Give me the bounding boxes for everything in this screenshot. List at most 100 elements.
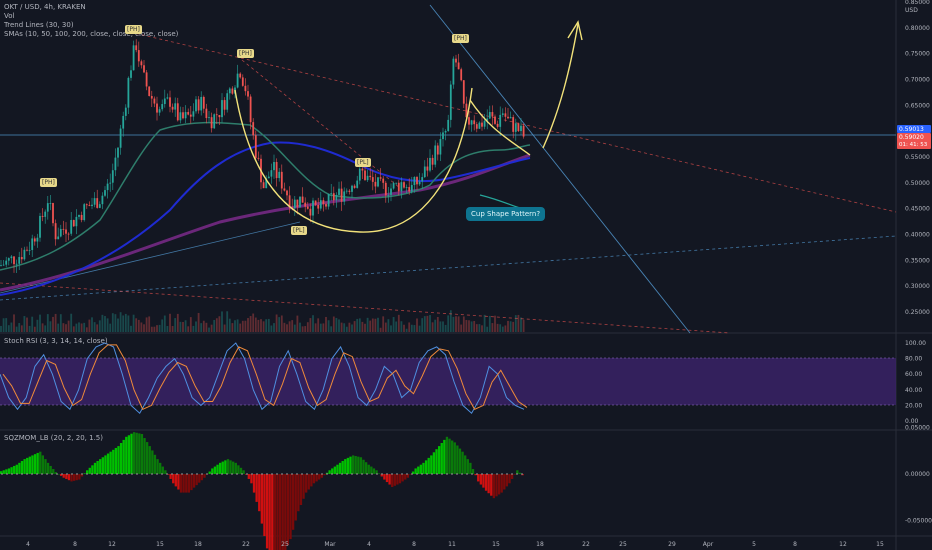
sqz-bar bbox=[122, 439, 125, 474]
volume-bar bbox=[254, 317, 257, 332]
volume-bar bbox=[122, 315, 125, 332]
candle-body bbox=[119, 128, 122, 148]
sqz-bar bbox=[31, 455, 34, 474]
candle-body bbox=[254, 135, 257, 158]
sqz-bar bbox=[354, 456, 357, 474]
symbol-legend[interactable]: OKT / USD, 4h, KRAKEN bbox=[4, 3, 86, 11]
sqz-bar bbox=[54, 472, 58, 474]
candle-body bbox=[395, 182, 398, 184]
sqz-dot bbox=[96, 473, 98, 475]
sqz-bar bbox=[451, 440, 454, 474]
sqz-dot bbox=[36, 473, 38, 475]
volume-bar bbox=[158, 324, 161, 332]
stoch-rsi-legend[interactable]: Stoch RSI (3, 3, 14, 14, close) bbox=[4, 337, 108, 345]
volume-bar bbox=[512, 321, 515, 332]
sqz-dot bbox=[471, 473, 473, 475]
candle-body bbox=[496, 123, 499, 127]
sqz-dot bbox=[446, 473, 448, 475]
time-tick-label: 5 bbox=[752, 541, 756, 548]
sqz-bar bbox=[80, 474, 84, 477]
sqz-bar bbox=[148, 446, 151, 474]
candle-body bbox=[397, 182, 400, 192]
candle-body bbox=[296, 199, 299, 208]
sqz-dot bbox=[76, 473, 78, 475]
volume-bar bbox=[403, 324, 405, 332]
volume-bar bbox=[330, 326, 333, 332]
candle-body bbox=[7, 258, 10, 261]
volume-bar bbox=[447, 315, 450, 332]
trend-lines-legend[interactable]: Trend Lines (30, 30) bbox=[4, 21, 74, 29]
candle-body bbox=[299, 196, 301, 208]
candle-body bbox=[468, 117, 470, 125]
sqz-bar bbox=[461, 451, 464, 474]
volume-bar bbox=[353, 321, 356, 332]
sqz-dot bbox=[231, 473, 233, 475]
sqz-bar bbox=[132, 432, 136, 474]
sqz-bar bbox=[500, 474, 503, 493]
volume-bar bbox=[234, 320, 236, 332]
volume-bar bbox=[213, 319, 216, 332]
sqz-dot bbox=[451, 473, 453, 475]
candle-body bbox=[228, 88, 231, 94]
volume-legend[interactable]: Vol bbox=[4, 12, 15, 20]
sqzmom-legend[interactable]: SQZMOM_LB (20, 2, 20, 1.5) bbox=[4, 434, 103, 442]
sqz-bar bbox=[242, 470, 245, 474]
candle-body bbox=[46, 203, 49, 212]
candle-body bbox=[252, 122, 255, 136]
sqz-dot bbox=[361, 473, 363, 475]
volume-bar bbox=[72, 326, 75, 332]
sqz-bar bbox=[104, 455, 107, 474]
sqz-dot bbox=[291, 473, 293, 475]
sqz-bar bbox=[443, 439, 446, 474]
candle-body bbox=[200, 96, 203, 111]
sqz-dot bbox=[461, 473, 463, 475]
sqz-bar bbox=[437, 446, 441, 474]
price-candles bbox=[0, 39, 525, 274]
stoch-d-line bbox=[2, 344, 528, 410]
volume-bar bbox=[75, 323, 78, 332]
sqz-bar bbox=[252, 474, 256, 493]
time-tick-label: Apr bbox=[703, 541, 714, 548]
sqz-bar bbox=[36, 452, 39, 474]
volume-bar bbox=[260, 319, 262, 332]
sqz-bar bbox=[417, 466, 420, 474]
sqz-dot bbox=[176, 473, 178, 475]
candle-body bbox=[124, 107, 127, 116]
sqz-bar bbox=[41, 455, 45, 474]
sqz-dot bbox=[146, 473, 148, 475]
sqz-bar bbox=[411, 471, 415, 474]
candle-body bbox=[309, 208, 312, 216]
candle-body bbox=[244, 85, 247, 92]
candle-body bbox=[62, 228, 65, 230]
volume-bar bbox=[275, 314, 278, 332]
sqz-bar bbox=[385, 474, 389, 483]
volume-bar bbox=[59, 314, 62, 332]
volume-bar bbox=[109, 323, 112, 332]
sqz-bar bbox=[268, 474, 271, 550]
volume-bar bbox=[338, 319, 340, 332]
volume-bar bbox=[176, 313, 179, 332]
moving-averages bbox=[0, 121, 531, 296]
sqz-dot bbox=[396, 473, 398, 475]
sqz-bar bbox=[331, 468, 334, 474]
candle-body bbox=[283, 188, 286, 191]
candle-body bbox=[150, 95, 153, 99]
sqz-dot bbox=[491, 473, 493, 475]
sqz-bar bbox=[239, 467, 243, 474]
smas-legend[interactable]: SMAs (10, 50, 100, 200, close, close, cl… bbox=[4, 30, 179, 38]
sqz-dot bbox=[271, 473, 273, 475]
sqz-bar bbox=[216, 464, 219, 474]
candle-body bbox=[361, 168, 364, 171]
candle-body bbox=[111, 170, 114, 183]
cup-shape-annotation[interactable]: Cup Shape Pattern? bbox=[466, 207, 546, 221]
candle-body bbox=[434, 145, 437, 165]
volume-bar bbox=[314, 323, 317, 332]
sqz-dot bbox=[306, 473, 308, 475]
sqz-bar bbox=[135, 432, 138, 474]
sqz-dot bbox=[286, 473, 288, 475]
time-tick-label: 8 bbox=[793, 541, 797, 548]
candle-body bbox=[423, 166, 426, 178]
sqz-bar bbox=[396, 474, 399, 485]
volume-bar bbox=[280, 315, 283, 332]
